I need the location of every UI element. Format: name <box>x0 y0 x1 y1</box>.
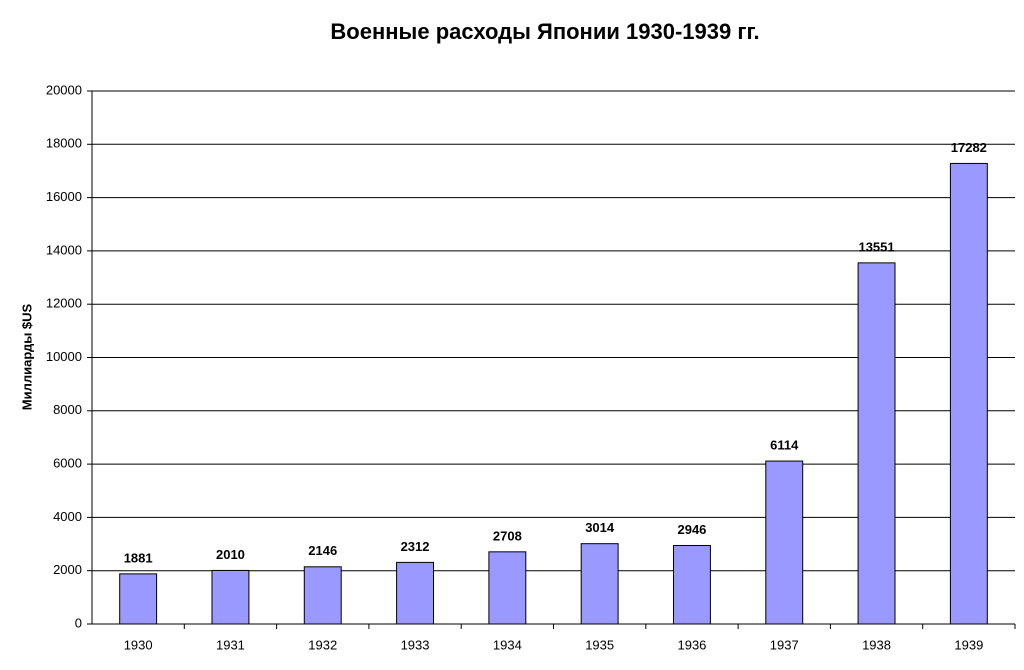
y-tick-label: 20000 <box>46 82 82 97</box>
y-tick-label: 6000 <box>53 456 82 471</box>
x-tick-label: 1930 <box>124 637 153 652</box>
y-tick-label: 8000 <box>53 402 82 417</box>
bar <box>119 573 158 625</box>
bar <box>857 262 896 625</box>
value-label: 1881 <box>124 550 153 565</box>
y-tick-label: 4000 <box>53 509 82 524</box>
x-tick-label: 1938 <box>862 637 891 652</box>
value-label: 2708 <box>493 528 522 543</box>
y-axis-label: Миллиарды $US <box>19 303 34 410</box>
x-tick-label: 1932 <box>308 637 337 652</box>
x-tick-label: 1931 <box>216 637 245 652</box>
y-tick-label: 2000 <box>53 562 82 577</box>
y-tick-label: 10000 <box>46 349 82 364</box>
bar <box>580 543 619 625</box>
bar <box>211 569 250 625</box>
bar <box>396 561 435 625</box>
x-tick-label: 1939 <box>954 637 983 652</box>
y-tick-label: 0 <box>75 615 82 630</box>
y-tick-label: 14000 <box>46 242 82 257</box>
value-label: 2312 <box>401 539 430 554</box>
y-tick-label: 16000 <box>46 189 82 204</box>
value-label: 3014 <box>585 520 615 535</box>
x-tick-label: 1935 <box>585 637 614 652</box>
value-label: 2946 <box>677 522 706 537</box>
value-label: 17282 <box>951 140 987 155</box>
bar <box>488 551 527 625</box>
x-tick-label: 1937 <box>770 637 799 652</box>
value-label: 6114 <box>770 437 799 452</box>
bar <box>949 162 988 625</box>
y-tick-label: 18000 <box>46 136 82 151</box>
value-label: 2010 <box>216 547 245 562</box>
x-tick-label: 1936 <box>677 637 706 652</box>
value-label: 13551 <box>858 239 894 254</box>
chart-title: Военные расходы Японии 1930-1939 гг. <box>330 19 759 44</box>
bar <box>303 566 342 625</box>
bar <box>672 544 711 625</box>
x-tick-label: 1934 <box>493 637 522 652</box>
value-label: 2146 <box>308 543 337 558</box>
y-tick-label: 12000 <box>46 296 82 311</box>
bar <box>765 460 804 625</box>
x-tick-label: 1933 <box>401 637 430 652</box>
